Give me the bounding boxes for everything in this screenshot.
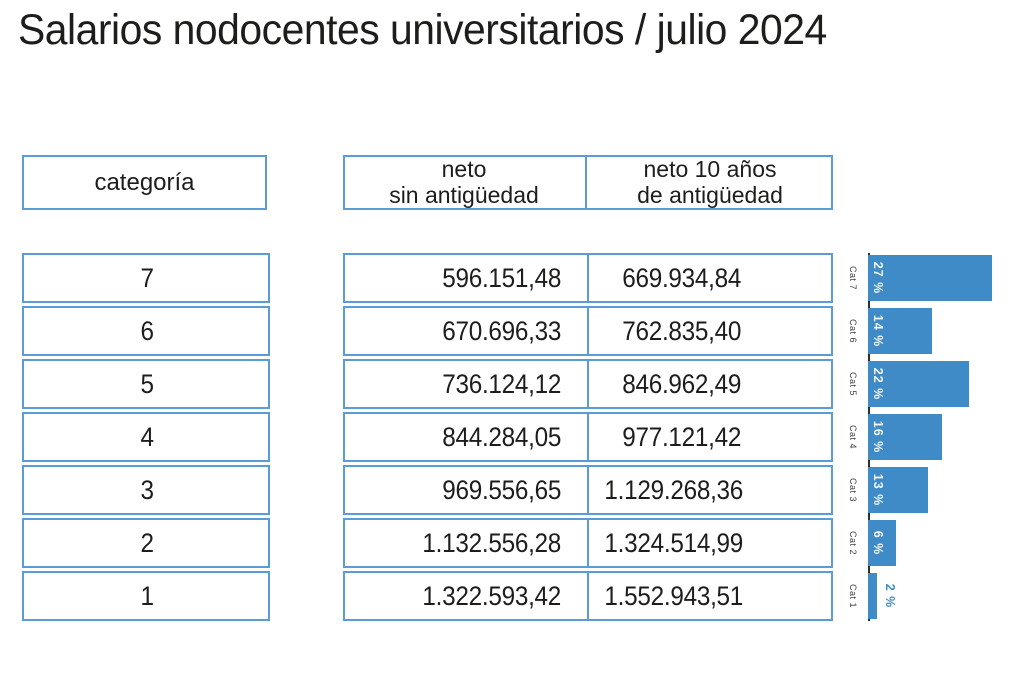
table-row-category: 6 xyxy=(22,306,270,356)
bar-category-label: Cat 6 xyxy=(848,318,858,343)
table-row-category: 4 xyxy=(22,412,270,462)
table-row-category: 7 xyxy=(22,253,270,303)
bar-category-label: Cat 4 xyxy=(848,424,858,449)
category-value: 5 xyxy=(140,368,154,399)
cell-neto-10-anios: 669.934,84 xyxy=(587,255,831,301)
cell-neto-sin-antiguedad: 670.696,33 xyxy=(345,308,587,354)
bar-row: 2 % xyxy=(868,571,1008,621)
table-row-category: 5 xyxy=(22,359,270,409)
bar-row: 14 % xyxy=(868,306,1008,356)
bar-row: 22 % xyxy=(868,359,1008,409)
bar-category-label: Cat 7 xyxy=(848,265,858,290)
bar-row: 13 % xyxy=(868,465,1008,515)
bar-value-label: 27 % xyxy=(871,261,885,295)
salary-value: 1.132.556,28 xyxy=(422,527,561,558)
table-row-salaries: 1.132.556,28 1.324.514,99 xyxy=(343,518,833,568)
header-neto-10-anios: neto 10 años de antigüedad xyxy=(585,157,833,208)
cell-neto-10-anios: 1.324.514,99 xyxy=(587,520,833,566)
bar xyxy=(868,520,896,566)
cell-neto-10-anios: 846.962,49 xyxy=(587,361,831,407)
cell-neto-sin-antiguedad: 1.322.593,42 xyxy=(345,573,587,619)
category-rows: 7 6 5 4 3 2 1 xyxy=(22,253,270,621)
table-row-salaries: 1.322.593,42 1.552.943,51 xyxy=(343,571,833,621)
cell-neto-10-anios: 762.835,40 xyxy=(587,308,831,354)
salary-value: 977.121,42 xyxy=(622,421,741,452)
category-header-label: categoría xyxy=(94,168,195,196)
header-col2-text: neto 10 años de antigüedad xyxy=(637,156,783,208)
cell-neto-sin-antiguedad: 1.132.556,28 xyxy=(345,520,587,566)
bar xyxy=(868,255,992,301)
salary-value: 596.151,48 xyxy=(442,262,561,293)
category-value: 4 xyxy=(140,421,154,452)
values-column-headers: neto sin antigüedad neto 10 años de antigü… xyxy=(343,155,833,210)
salary-value: 762.835,40 xyxy=(622,315,741,346)
bar-category-label: Cat 3 xyxy=(848,477,858,502)
header-col1-text: neto sin antigüedad xyxy=(389,156,539,208)
bar-row: 27 % xyxy=(868,253,1008,303)
salary-value: 669.934,84 xyxy=(622,262,741,293)
cell-neto-10-anios: 977.121,42 xyxy=(587,414,831,460)
bar-value-label: 6 % xyxy=(871,530,885,556)
cell-neto-sin-antiguedad: 736.124,12 xyxy=(345,361,587,407)
page-title-text: Salarios nodocentes universitarios / jul… xyxy=(18,6,827,54)
cell-neto-sin-antiguedad: 844.284,05 xyxy=(345,414,587,460)
bar xyxy=(868,361,969,407)
salary-value: 670.696,33 xyxy=(442,315,561,346)
table-row-salaries: 670.696,33 762.835,40 xyxy=(343,306,833,356)
salary-value: 846.962,49 xyxy=(622,368,741,399)
bar-value-label: 14 % xyxy=(871,314,885,348)
category-value: 6 xyxy=(140,315,154,346)
salary-value: 1.552.943,51 xyxy=(604,580,744,611)
salary-value: 1.322.593,42 xyxy=(422,580,561,611)
category-value: 7 xyxy=(140,262,154,293)
category-value: 2 xyxy=(140,527,154,558)
cell-neto-10-anios: 1.129.268,36 xyxy=(587,467,833,513)
table-row-salaries: 736.124,12 846.962,49 xyxy=(343,359,833,409)
bar-category-label: Cat 5 xyxy=(848,371,858,396)
bar-value-label: 22 % xyxy=(871,367,885,401)
bar-category-label: Cat 2 xyxy=(848,530,858,555)
bar xyxy=(868,308,932,354)
header-neto-sin-antiguedad: neto sin antigüedad xyxy=(343,157,585,208)
bar-value-label: 2 % xyxy=(883,583,897,609)
bar-value-label: 13 % xyxy=(871,473,885,507)
percentage-bar-chart: 27 % 14 % 22 % 16 % 13 % 6 % 2 % xyxy=(868,253,1008,621)
bar-row: 16 % xyxy=(868,412,1008,462)
table-row-salaries: 844.284,05 977.121,42 xyxy=(343,412,833,462)
category-value: 1 xyxy=(140,580,154,611)
table-row-category: 2 xyxy=(22,518,270,568)
cell-neto-sin-antiguedad: 596.151,48 xyxy=(345,255,587,301)
bar-value-label: 16 % xyxy=(871,420,885,454)
page-title: Salarios nodocentes universitarios / jul… xyxy=(18,6,869,55)
bar-row: 6 % xyxy=(868,518,1008,568)
table-row-category: 3 xyxy=(22,465,270,515)
bar-chart-category-labels: Cat 7 Cat 6 Cat 5 Cat 4 Cat 3 Cat 2 Cat … xyxy=(840,253,866,621)
bar xyxy=(868,573,877,619)
salary-value: 1.129.268,36 xyxy=(604,474,744,505)
salary-value: 1.324.514,99 xyxy=(604,527,744,558)
cell-neto-sin-antiguedad: 969.556,65 xyxy=(345,467,587,513)
table-row-category: 1 xyxy=(22,571,270,621)
bar-category-label: Cat 1 xyxy=(848,583,858,608)
cell-neto-10-anios: 1.552.943,51 xyxy=(587,573,833,619)
category-column-header: categoría xyxy=(22,155,267,210)
salary-value: 969.556,65 xyxy=(442,474,561,505)
bar xyxy=(868,467,928,513)
salary-value: 844.284,05 xyxy=(442,421,561,452)
salary-rows: 596.151,48 669.934,84 670.696,33 762.835… xyxy=(343,253,833,621)
table-row-salaries: 969.556,65 1.129.268,36 xyxy=(343,465,833,515)
category-value: 3 xyxy=(140,474,154,505)
bar xyxy=(868,414,942,460)
salary-value: 736.124,12 xyxy=(442,368,561,399)
table-row-salaries: 596.151,48 669.934,84 xyxy=(343,253,833,303)
